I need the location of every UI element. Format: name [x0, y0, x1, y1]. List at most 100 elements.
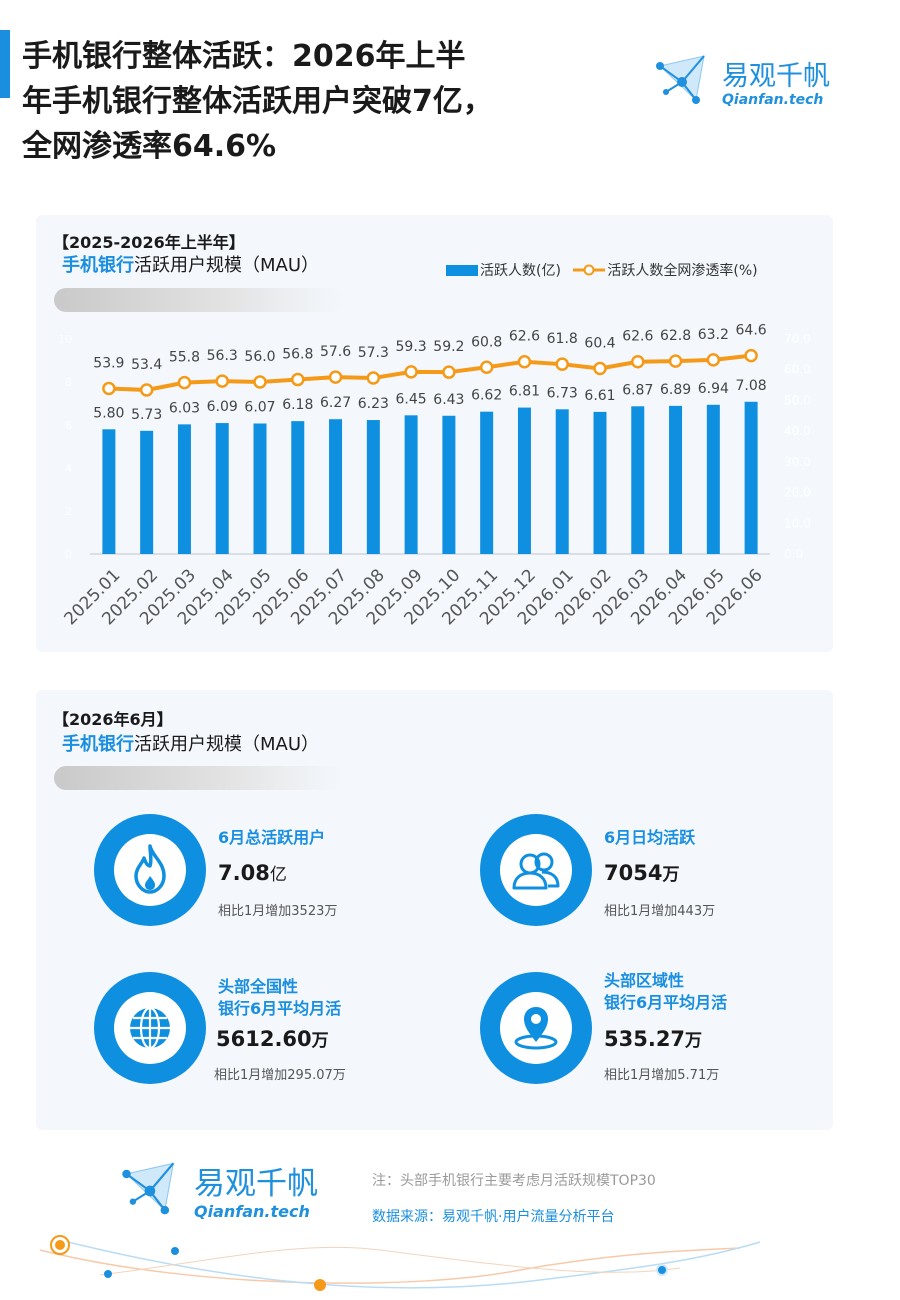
y2-tick-label: 50.0 — [784, 393, 811, 407]
bar — [631, 406, 645, 554]
stat-value-unit: 万 — [311, 1031, 329, 1051]
bar-value-label: 6.87 — [622, 382, 653, 398]
bar — [555, 409, 569, 554]
subtitle-rest: 活跃用户规模（MAU） — [134, 255, 320, 276]
decorative-curves — [39, 1235, 761, 1291]
line-value-label: 62.8 — [660, 328, 691, 344]
y-tick-label: 0 — [65, 548, 72, 561]
logo-mark-icon — [656, 55, 705, 104]
stat-compare: 相比1月增加3523万 — [218, 904, 338, 919]
penetration-line — [108, 353, 752, 392]
page-title-line: 手机银行整体活跃：2026年上半 — [22, 39, 466, 74]
y-tick-label: 8 — [65, 376, 72, 389]
stat-label: 6月总活跃用户 — [218, 828, 326, 847]
bar-value-label: 6.23 — [358, 396, 389, 412]
line-point — [479, 360, 494, 375]
line-point — [328, 370, 343, 384]
line-point — [517, 354, 532, 369]
legend-line-label: 活跃人数全网渗透率(%) — [607, 263, 758, 279]
bar — [593, 411, 607, 554]
y2-tick-label: 30.0 — [784, 455, 811, 469]
globe-icon — [130, 1006, 170, 1050]
y2-tick-label: 40.0 — [784, 424, 811, 438]
line-point — [102, 381, 116, 396]
bar-value-label: 6.27 — [320, 395, 351, 411]
bar — [517, 407, 531, 554]
title-accent-bar — [0, 30, 10, 98]
stat-value: 5612.60万 — [216, 1026, 329, 1051]
y-tick-label: 4 — [65, 462, 72, 475]
bar-value-label: 6.73 — [547, 385, 578, 401]
bar-value-label: 6.03 — [169, 400, 200, 416]
line-point — [706, 353, 721, 367]
line-point — [253, 375, 267, 389]
legend-bar-label: 活跃人数(亿) — [480, 263, 561, 279]
stat-compare: 相比1月增加295.07万 — [214, 1068, 346, 1083]
users-icon-ring — [480, 814, 592, 926]
stat-value-unit: 万 — [662, 865, 680, 885]
stat-label-line: 头部区域性 — [604, 971, 685, 990]
stat-value: 7054万 — [604, 860, 679, 885]
bar-value-label: 6.89 — [660, 382, 691, 398]
flame-icon-ring — [94, 814, 206, 926]
stat-label-line: 银行6月平均月活 — [604, 993, 728, 1012]
period-tag: 【2026年6月】 — [53, 710, 173, 729]
bar — [744, 401, 758, 554]
line-value-label: 64.6 — [736, 323, 767, 339]
users-icon — [512, 852, 560, 890]
stat-value-number: 5612.60 — [216, 1027, 312, 1051]
bar-value-label: 7.08 — [736, 378, 767, 394]
panel-subtitle: 手机银行活跃用户规模（MAU） — [62, 730, 319, 756]
bar-value-label: 6.43 — [433, 392, 464, 408]
bar-value-label: 6.18 — [282, 397, 313, 413]
location-pin-icon-ring — [480, 972, 592, 1084]
line-value-label: 60.4 — [584, 335, 615, 351]
bar — [177, 424, 191, 554]
y-tick-label: 10 — [58, 333, 72, 346]
bar — [404, 415, 418, 554]
stat-compare: 相比1月增加443万 — [604, 904, 716, 919]
bar — [253, 423, 267, 554]
location-pin-icon — [514, 1007, 558, 1050]
bar — [480, 411, 494, 554]
mau-trend-panel: 【2025-2026年上半年】 手机银行活跃用户规模（MAU） 活跃人数(亿) … — [36, 215, 833, 652]
line-value-label: 57.6 — [320, 344, 351, 360]
line-value-label: 53.4 — [131, 357, 162, 373]
chart-legend: 活跃人数(亿) 活跃人数全网渗透率(%) — [446, 260, 758, 280]
bar-value-label: 6.81 — [509, 384, 540, 400]
bar — [102, 429, 116, 554]
line-point — [404, 365, 418, 379]
stat-value-number: 535.27 — [604, 1027, 686, 1051]
line-value-label: 56.8 — [282, 347, 313, 363]
logo-text-en: Qianfan.tech — [194, 1202, 310, 1221]
logo-text-en: Qianfan.tech — [722, 92, 824, 108]
line-value-label: 63.2 — [698, 327, 729, 343]
line-value-label: 61.8 — [547, 331, 578, 347]
logo-mark-icon — [122, 1162, 175, 1215]
bar-value-label: 6.45 — [396, 391, 427, 407]
bar — [366, 420, 380, 554]
bar-value-label: 5.80 — [93, 405, 124, 421]
y-tick-label: 2 — [65, 505, 72, 518]
stat-label: 头部全国性 银行6月平均月活 — [218, 976, 341, 1020]
line-point — [593, 361, 607, 376]
line-point — [442, 365, 456, 379]
stat-value-unit: 亿 — [269, 865, 287, 885]
bar — [291, 421, 305, 554]
line-value-label: 56.3 — [207, 348, 238, 364]
bar — [706, 404, 720, 554]
stat-value-number: 7054 — [604, 861, 663, 885]
stat-label-line: 头部全国性 — [218, 977, 299, 996]
line-point — [366, 371, 381, 385]
line-value-label: 62.6 — [622, 329, 653, 345]
mau-combo-chart: 0 2 4 6 8 10 0.0 10.0 20.0 30.0 40.0 50.0 60.0 70.0 5.… — [58, 323, 811, 630]
bar-value-label: 6.07 — [244, 399, 275, 415]
page-title: 手机银行整体活跃：2026年上半 年手机银行整体活跃用户突破7亿， 全网渗透率6… — [22, 34, 582, 169]
bar — [329, 419, 343, 554]
decorative-pill — [54, 288, 344, 312]
line-point — [555, 357, 569, 371]
bar — [140, 430, 154, 554]
qianfan-logo: 易观千帆 Qianfan.tech — [652, 52, 862, 114]
line-point — [215, 374, 229, 388]
qianfan-footer-logo: 易观千帆 Qianfan.tech — [118, 1158, 348, 1228]
